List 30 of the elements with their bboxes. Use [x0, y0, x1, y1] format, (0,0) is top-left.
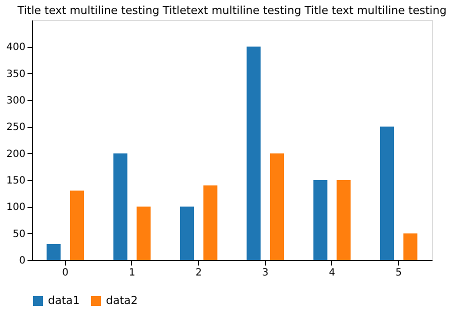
- bar: [46, 244, 61, 260]
- bar: [336, 180, 351, 260]
- y-tick-label: 50: [12, 228, 26, 240]
- bar: [136, 206, 151, 260]
- bar: [313, 180, 328, 260]
- bar: [180, 206, 194, 260]
- y-tick-label: 0: [19, 256, 26, 266]
- bar: [380, 126, 394, 260]
- legend-label: data2: [106, 294, 138, 307]
- x-tick-label: 2: [195, 268, 202, 278]
- y-tick-label: 300: [6, 96, 26, 106]
- bar: [203, 185, 218, 260]
- y-tick-label: 100: [6, 202, 26, 214]
- bar: [270, 153, 284, 260]
- legend-label: data1: [48, 294, 80, 307]
- x-tick-label: 1: [128, 268, 136, 278]
- x-tick-label: 0: [62, 268, 69, 278]
- y-tick-label: 250: [6, 122, 26, 134]
- y-tick-label: 400: [6, 42, 26, 54]
- chart-title: Title text multiline testing Titletext multiline testing Title text multiline testing: [16, 4, 447, 17]
- y-tick-label: 150: [6, 176, 26, 186]
- bar: [70, 190, 84, 260]
- y-tick-label: 350: [6, 68, 26, 80]
- x-tick-label: 4: [328, 268, 336, 278]
- y-tick-label: 200: [6, 148, 26, 160]
- x-tick-label: 3: [262, 268, 269, 278]
- bar: [403, 233, 418, 260]
- bar: [113, 153, 128, 260]
- x-tick-label: 5: [395, 268, 402, 278]
- bar: [246, 46, 261, 260]
